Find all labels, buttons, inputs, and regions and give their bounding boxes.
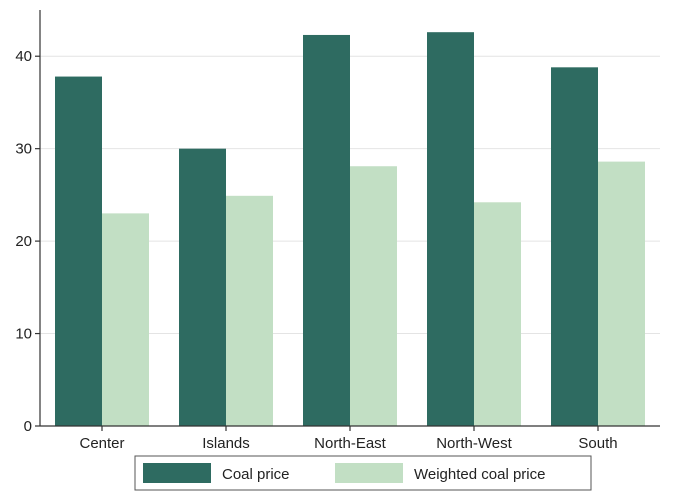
bar-weighted-coal-price <box>102 213 149 426</box>
y-tick-label: 40 <box>15 48 32 65</box>
y-axis-ticks: 0 10 20 30 40 <box>15 48 40 435</box>
y-tick-label: 10 <box>15 326 32 343</box>
legend: Coal price Weighted coal price <box>134 455 592 491</box>
x-tick-label: North-West <box>436 435 512 452</box>
bar-coal-price <box>55 76 102 426</box>
bar-weighted-coal-price <box>598 161 645 426</box>
legend-label: Weighted coal price <box>414 466 545 483</box>
bar-coal-price <box>551 67 598 426</box>
x-axis-ticks: Center Islands North-East North-West South <box>79 426 618 452</box>
bar-coal-price <box>179 148 226 426</box>
y-tick-label: 0 <box>24 418 32 435</box>
x-tick-label: Islands <box>202 435 250 452</box>
bar-weighted-coal-price <box>474 202 521 426</box>
y-tick-label: 20 <box>15 233 32 250</box>
x-tick-label: Center <box>79 435 124 452</box>
x-tick-label: South <box>578 435 617 452</box>
bar-weighted-coal-price <box>226 195 273 426</box>
bar-coal-price <box>427 32 474 426</box>
legend-swatch <box>143 463 211 483</box>
x-tick-label: North-East <box>314 435 387 452</box>
bar-weighted-coal-price <box>350 166 397 426</box>
bar-coal-price <box>303 34 350 427</box>
legend-label: Coal price <box>222 466 290 483</box>
bars <box>55 32 645 427</box>
legend-swatch <box>335 463 403 483</box>
y-tick-label: 30 <box>15 141 32 158</box>
